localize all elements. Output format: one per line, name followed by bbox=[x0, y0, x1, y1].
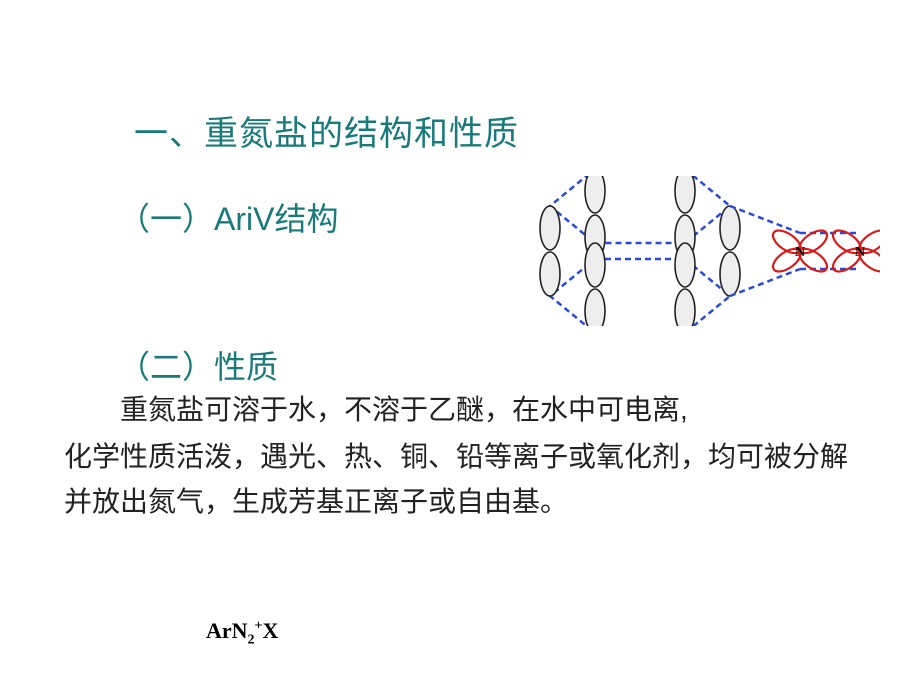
sub1-latin: AriV bbox=[214, 201, 274, 237]
paragraph-1: 重氮盐可溶于水，不溶于乙醚，在水中可电离, bbox=[64, 388, 864, 433]
section-heading: 一、重氮盐的结构和性质 bbox=[134, 106, 519, 155]
orbital-diagram: NN bbox=[500, 176, 880, 326]
chemical-formula: ArN2+X bbox=[206, 618, 278, 648]
svg-text:N: N bbox=[795, 245, 805, 260]
subsection-2: （二）性质 bbox=[118, 342, 278, 388]
body-text: 重氮盐可溶于水，不溶于乙醚，在水中可电离, 化学性质活泼，遇光、热、铜、铅等离子… bbox=[64, 388, 864, 524]
svg-text:N: N bbox=[855, 245, 865, 260]
paragraph-2: 化学性质活泼，遇光、热、铜、铅等离子或氧化剂，均可被分解并放出氮气，生成芳基正离… bbox=[64, 435, 864, 525]
sub1-suffix: 结构 bbox=[274, 201, 338, 237]
subsection-1: （一）AriV结构 bbox=[118, 194, 338, 240]
slide: 一、重氮盐的结构和性质 （一）AriV结构 （二）性质 重氮盐可溶于水，不溶于乙… bbox=[0, 0, 920, 683]
sub1-prefix: （一） bbox=[118, 201, 214, 237]
